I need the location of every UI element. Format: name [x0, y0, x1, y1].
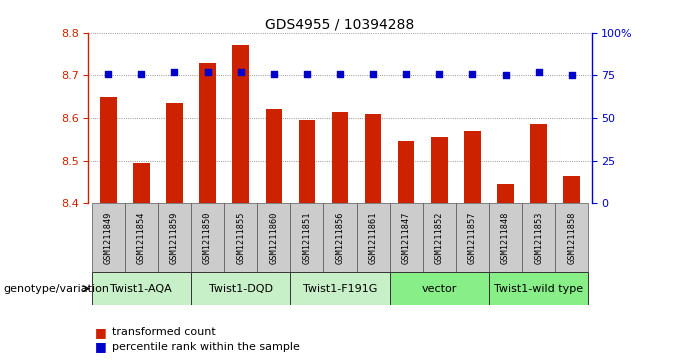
Text: GSM1211850: GSM1211850 — [203, 212, 212, 264]
Point — [368, 71, 379, 77]
Text: percentile rank within the sample: percentile rank within the sample — [112, 342, 300, 352]
Bar — [166, 103, 183, 203]
Text: GSM1211849: GSM1211849 — [104, 212, 113, 264]
Bar — [290, 203, 324, 272]
Text: Twist1-AQA: Twist1-AQA — [110, 284, 172, 294]
Text: GSM1211847: GSM1211847 — [402, 212, 411, 264]
Bar — [133, 163, 150, 203]
Text: vector: vector — [422, 284, 457, 294]
Text: GSM1211853: GSM1211853 — [534, 212, 543, 264]
Bar — [497, 184, 514, 203]
Text: GSM1211859: GSM1211859 — [170, 212, 179, 264]
Bar — [530, 125, 547, 203]
Point — [269, 71, 279, 77]
Bar — [191, 272, 290, 305]
Bar — [299, 120, 315, 203]
Text: ■: ■ — [95, 340, 107, 353]
Bar — [158, 203, 191, 272]
Text: GSM1211860: GSM1211860 — [269, 212, 278, 264]
Text: GSM1211848: GSM1211848 — [501, 212, 510, 264]
Bar — [564, 176, 580, 203]
Bar — [191, 203, 224, 272]
Text: Twist1-wild type: Twist1-wild type — [494, 284, 583, 294]
Bar — [456, 203, 489, 272]
Bar — [489, 272, 588, 305]
Point — [136, 71, 147, 77]
Bar — [290, 272, 390, 305]
Bar — [125, 203, 158, 272]
Point — [434, 71, 445, 77]
Bar — [324, 203, 356, 272]
Point — [202, 69, 213, 75]
Point — [335, 71, 345, 77]
Bar — [555, 203, 588, 272]
Bar — [356, 203, 390, 272]
Point — [401, 71, 411, 77]
Bar — [390, 203, 423, 272]
Text: GSM1211854: GSM1211854 — [137, 212, 146, 264]
Text: GSM1211856: GSM1211856 — [335, 212, 345, 264]
Text: GSM1211858: GSM1211858 — [567, 212, 576, 264]
Point — [500, 72, 511, 78]
Bar — [464, 131, 481, 203]
Bar — [92, 272, 191, 305]
Point — [301, 71, 312, 77]
Text: GSM1211857: GSM1211857 — [468, 212, 477, 264]
Bar — [332, 111, 348, 203]
Bar — [522, 203, 555, 272]
Text: ■: ■ — [95, 326, 107, 339]
Text: Twist1-DQD: Twist1-DQD — [209, 284, 273, 294]
Bar — [431, 137, 447, 203]
Text: GSM1211861: GSM1211861 — [369, 212, 377, 264]
Text: GSM1211851: GSM1211851 — [303, 212, 311, 264]
Point — [533, 69, 544, 75]
Bar — [489, 203, 522, 272]
Bar — [92, 203, 125, 272]
Bar — [390, 272, 489, 305]
Text: genotype/variation: genotype/variation — [3, 284, 109, 294]
Bar — [423, 203, 456, 272]
Bar — [365, 114, 381, 203]
Text: GSM1211852: GSM1211852 — [435, 212, 444, 264]
Bar — [265, 110, 282, 203]
Text: transformed count: transformed count — [112, 327, 216, 337]
Bar — [199, 62, 216, 203]
Bar — [224, 203, 257, 272]
Bar — [398, 142, 415, 203]
Point — [467, 71, 478, 77]
Point — [235, 69, 246, 75]
Point — [566, 72, 577, 78]
Point — [169, 69, 180, 75]
Bar — [100, 97, 116, 203]
Text: GSM1211855: GSM1211855 — [236, 212, 245, 264]
Point — [103, 71, 114, 77]
Title: GDS4955 / 10394288: GDS4955 / 10394288 — [265, 17, 415, 32]
Bar — [257, 203, 290, 272]
Text: Twist1-F191G: Twist1-F191G — [303, 284, 377, 294]
Bar — [233, 45, 249, 203]
